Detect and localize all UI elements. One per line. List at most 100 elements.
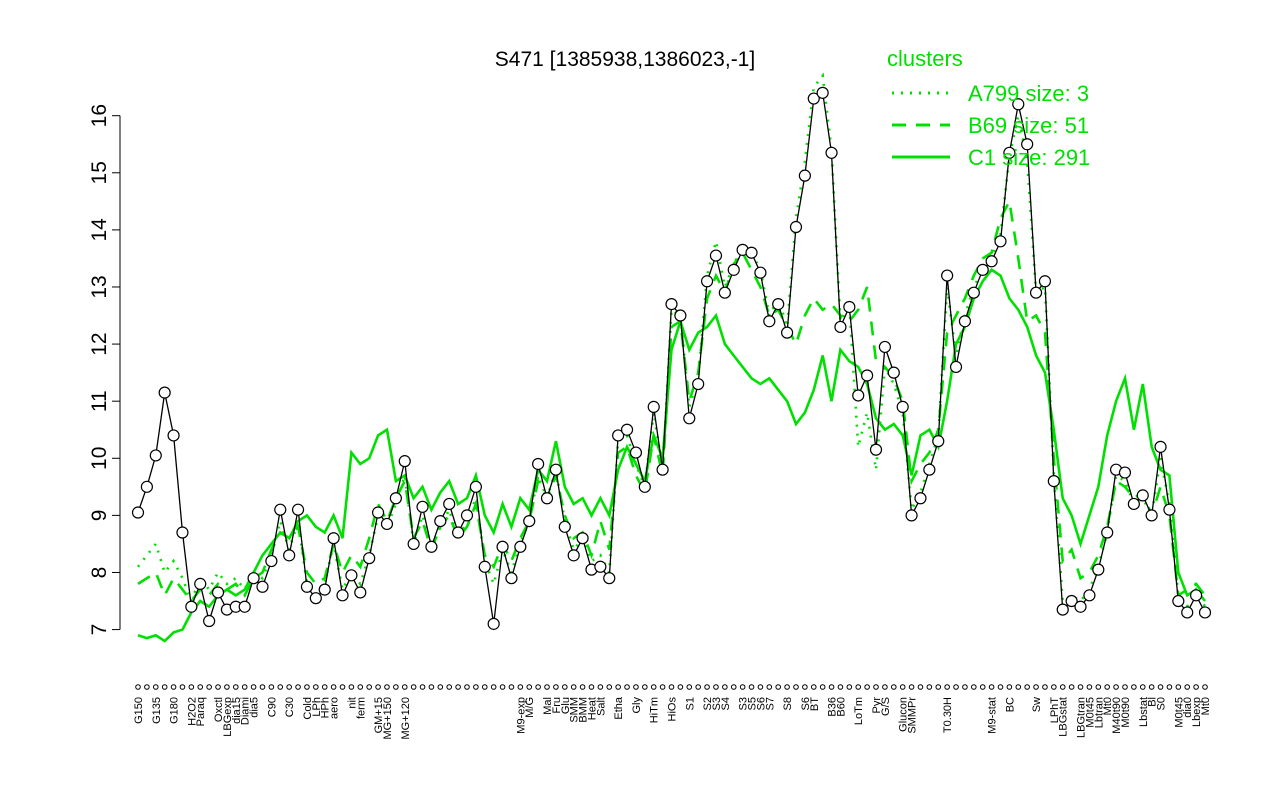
series-line xyxy=(137,268,1207,643)
data-point xyxy=(772,298,785,311)
x-tick xyxy=(1051,684,1057,690)
data-point xyxy=(878,340,892,354)
data-point xyxy=(274,503,287,516)
data-point xyxy=(380,517,394,531)
x-tick xyxy=(1033,684,1039,690)
x-tick-label: Mt0 xyxy=(1102,697,1114,715)
x-tick xyxy=(775,684,782,690)
x-tick xyxy=(277,684,284,690)
x-tick xyxy=(410,684,417,690)
data-point xyxy=(1145,509,1158,522)
x-tick xyxy=(971,684,977,690)
x-tick xyxy=(446,684,453,690)
x-tick-label: dia5 xyxy=(249,697,261,718)
x-tick xyxy=(330,684,337,690)
chart-title: S471 [1385938,1386023,-1] xyxy=(495,48,755,71)
data-point xyxy=(1092,563,1105,576)
x-tick-label: M0t45 xyxy=(1084,697,1096,728)
y-tick-label: 15 xyxy=(88,161,111,184)
data-point xyxy=(443,497,456,511)
x-tick-label: Cold xyxy=(302,697,314,720)
x-tick xyxy=(357,684,364,690)
data-point xyxy=(354,586,367,599)
data-point xyxy=(700,275,714,288)
data-point xyxy=(905,509,918,522)
data-point xyxy=(211,586,225,599)
x-tick-label: ferm xyxy=(355,697,367,719)
data-point xyxy=(994,235,1007,248)
x-tick-label: LPhT xyxy=(1049,697,1061,724)
data-point xyxy=(932,435,945,448)
data-point xyxy=(140,480,153,493)
x-tick-label: Sw xyxy=(1031,697,1043,712)
data-point xyxy=(941,269,954,282)
x-tick-label: B36 xyxy=(827,697,839,717)
y-tick-label: 8 xyxy=(88,567,111,579)
x-tick-label: BC xyxy=(1004,697,1016,712)
x-tick xyxy=(713,684,719,690)
x-tick-label: LPh xyxy=(311,697,323,717)
x-tick xyxy=(899,684,906,690)
data-point xyxy=(1118,466,1132,479)
x-tick xyxy=(1006,684,1013,690)
x-tick xyxy=(757,684,764,690)
x-tick xyxy=(615,684,621,690)
data-point xyxy=(523,514,536,528)
x-tick xyxy=(926,684,933,690)
data-point xyxy=(1056,603,1069,616)
x-tick xyxy=(259,684,266,690)
data-point xyxy=(194,577,207,591)
x-tick-label: G180 xyxy=(169,697,181,724)
x-tick-label: aero xyxy=(329,697,341,719)
x-tick-label: LBGexp xyxy=(222,697,234,737)
x-tick xyxy=(1131,684,1137,690)
x-tick-label: Pyr xyxy=(871,697,883,714)
x-tick-label: S5 xyxy=(747,697,759,710)
x-tick xyxy=(517,684,524,690)
data-point xyxy=(1012,98,1025,111)
data-point xyxy=(149,449,162,462)
data-point xyxy=(692,377,705,391)
data-point xyxy=(985,255,998,268)
x-tick xyxy=(428,684,435,690)
legend-label: B69 size: 51 xyxy=(968,113,1089,138)
data-point xyxy=(674,309,687,322)
data-point xyxy=(763,315,776,328)
x-tick xyxy=(481,684,488,690)
data-point xyxy=(345,569,358,582)
x-tick xyxy=(1068,684,1075,690)
x-tick xyxy=(793,684,799,690)
x-tick-label: Etha xyxy=(613,696,625,720)
x-tick xyxy=(304,684,310,690)
data-point xyxy=(1172,594,1185,608)
legend-label: C1 size: 291 xyxy=(968,145,1090,170)
x-tick xyxy=(562,684,568,690)
x-tick xyxy=(890,684,897,690)
data-point xyxy=(434,514,447,528)
x-tick xyxy=(650,684,657,690)
data-point xyxy=(478,560,491,573)
data-point xyxy=(131,506,145,519)
x-tick xyxy=(455,684,461,690)
data-point xyxy=(1136,489,1149,502)
x-tick xyxy=(321,684,328,690)
data-point xyxy=(665,298,678,311)
x-tick-label: Paraq xyxy=(195,697,207,726)
data-point xyxy=(256,580,269,593)
x-tick-label: S6 xyxy=(755,697,767,710)
data-point xyxy=(789,220,803,234)
x-tick xyxy=(490,684,497,690)
data-point xyxy=(1181,606,1194,619)
data-point xyxy=(976,263,989,276)
x-tick xyxy=(1104,684,1110,690)
x-tick-label: Mt0 xyxy=(1200,697,1212,715)
x-tick-label: Bl xyxy=(1147,697,1159,707)
x-tick xyxy=(873,684,879,690)
x-tick xyxy=(348,684,355,690)
x-tick-label: BMM xyxy=(578,697,590,723)
x-tick-label: S8 xyxy=(782,697,794,710)
x-tick xyxy=(882,684,888,690)
data-point xyxy=(816,86,829,99)
x-tick xyxy=(161,684,168,690)
x-tick-label: S3 xyxy=(738,697,750,710)
